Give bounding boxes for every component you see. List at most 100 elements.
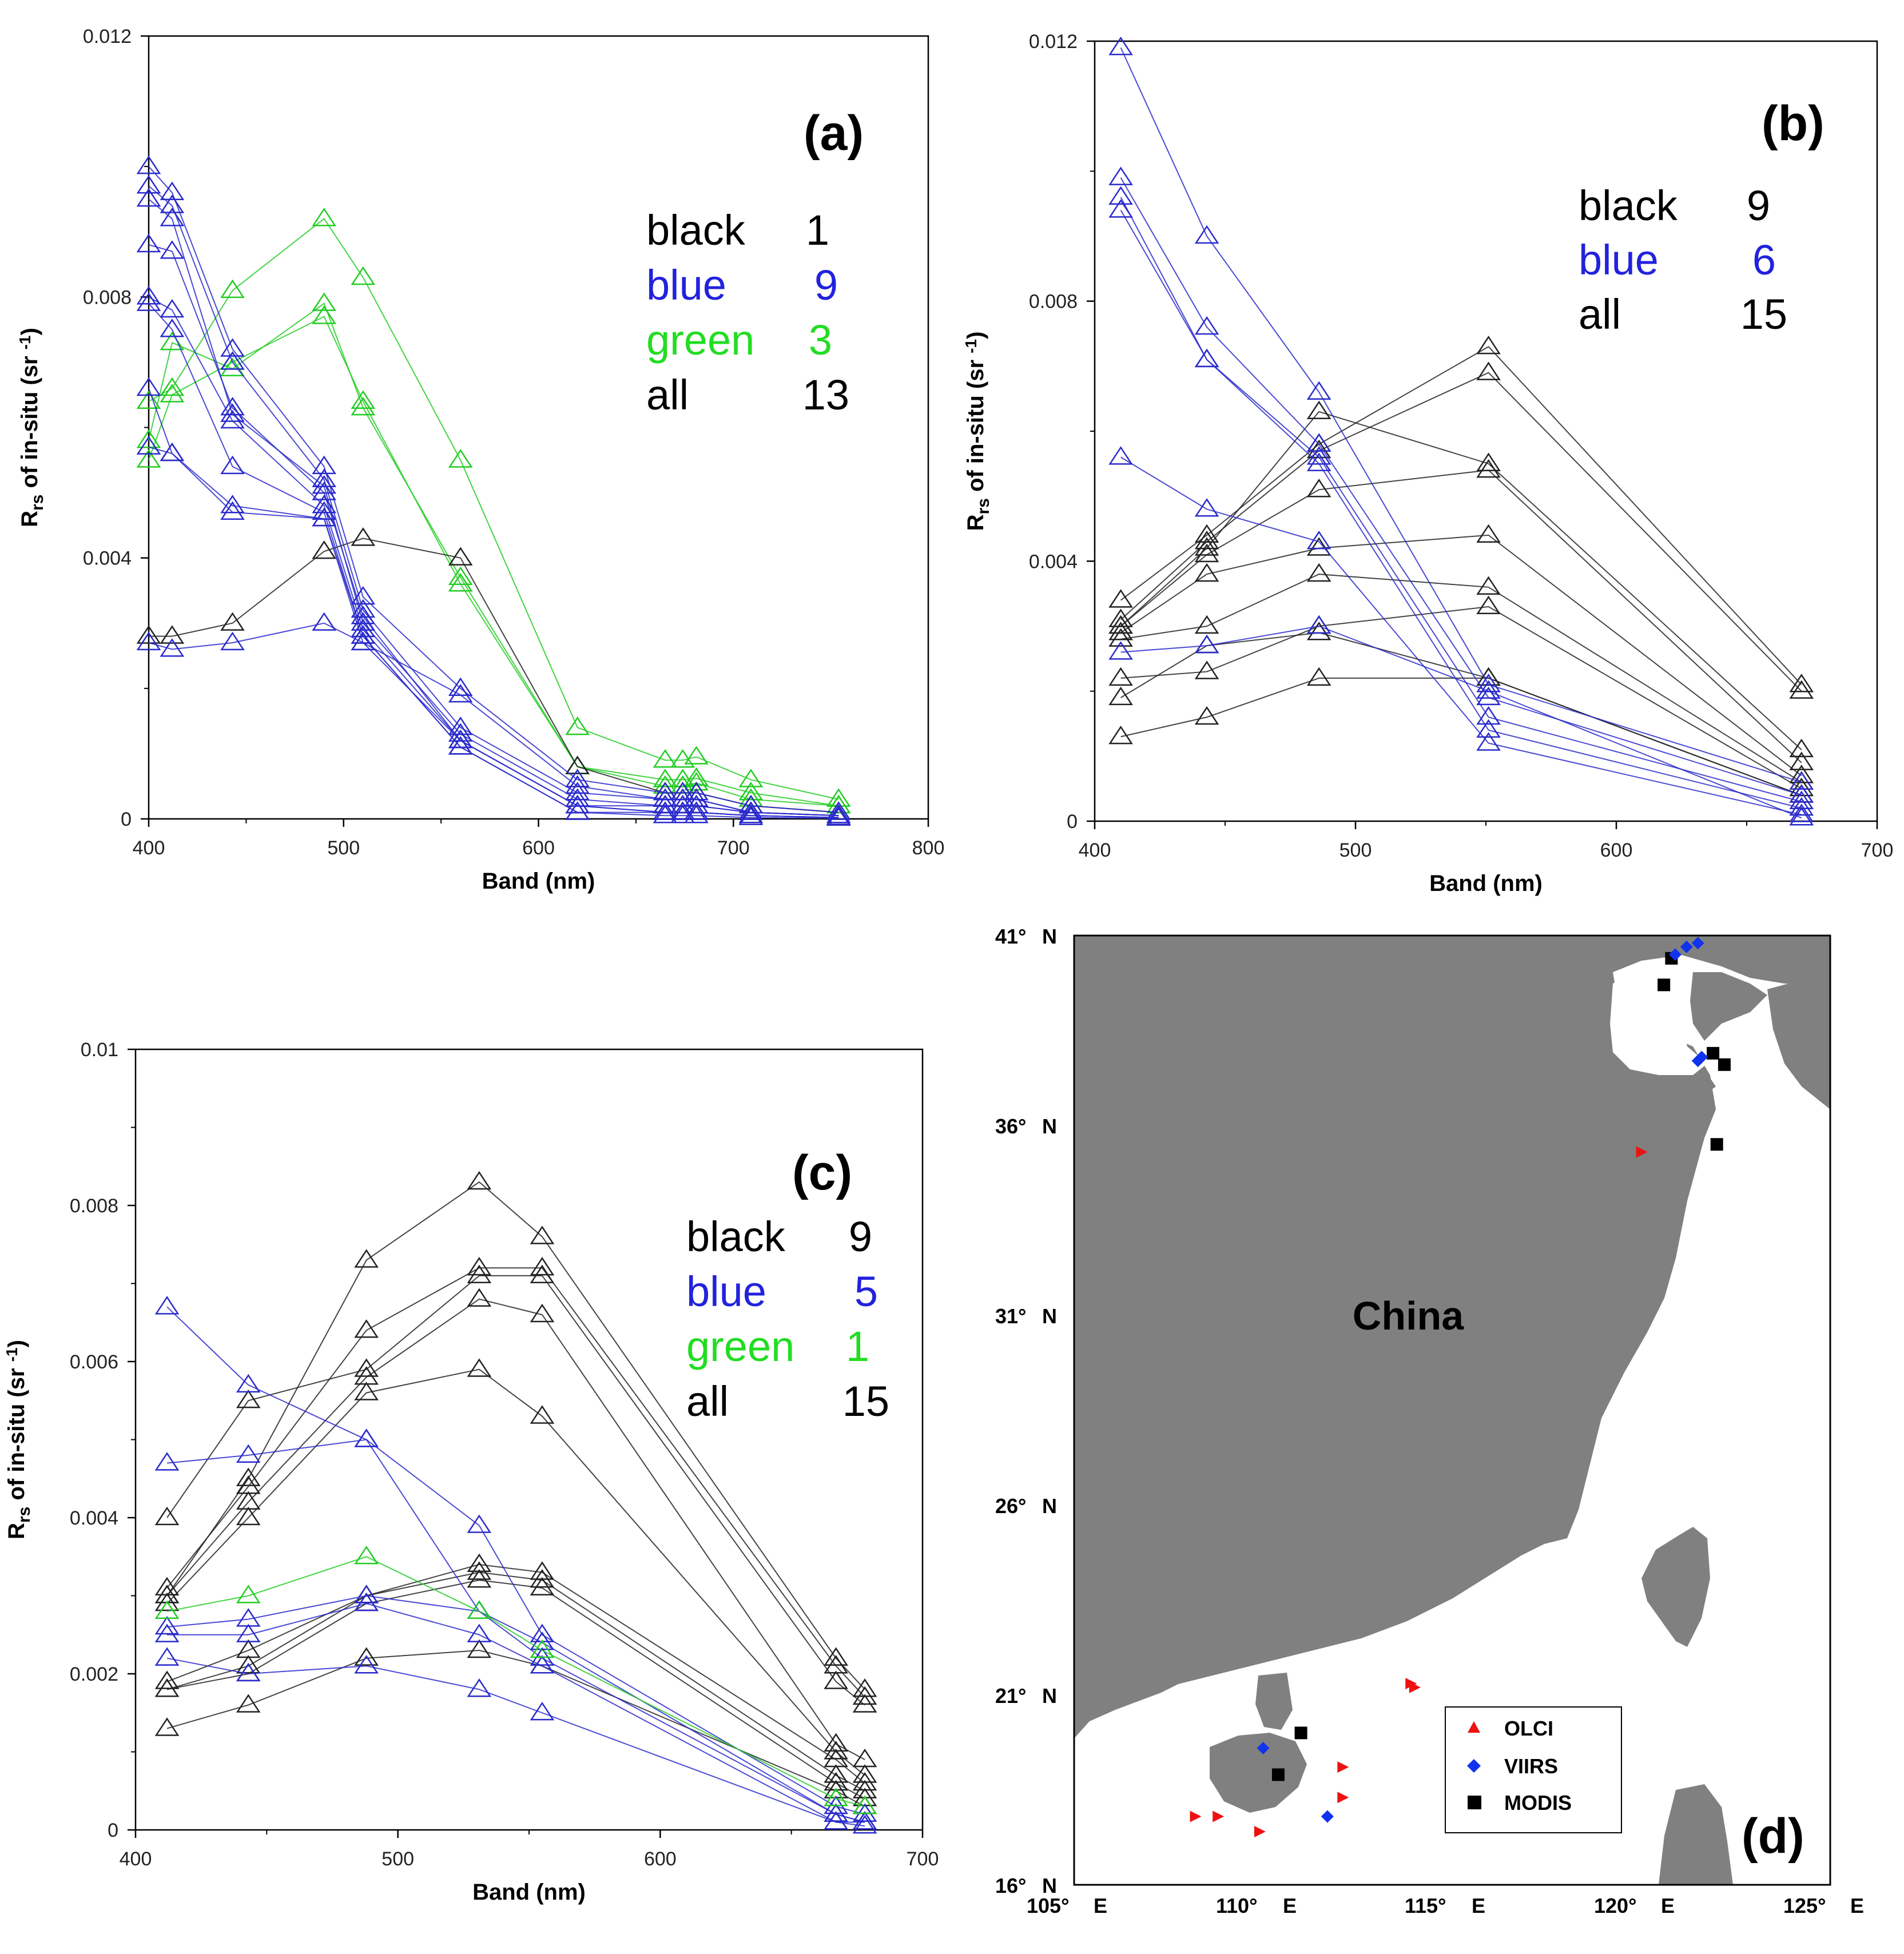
olci-point xyxy=(1337,1792,1349,1804)
olci-point xyxy=(1213,1810,1225,1822)
panel-b: 400 500 600 700 0 0.004 0.008 0.012 Band (nm) Rrs… xyxy=(962,31,1893,896)
data-point-b-10-1 xyxy=(1194,316,1219,335)
data-point-a-12-0 xyxy=(136,631,161,651)
data-point-b-8-1 xyxy=(1194,706,1219,725)
data-point-a-0-4 xyxy=(351,266,376,285)
data-point-a-12-11 xyxy=(826,805,851,823)
panel-c: 400 500 600 700 0 0.002 0.004 0.006 0.008 0.01 Ban… xyxy=(3,1039,939,1905)
data-point-c-2-2 xyxy=(354,1358,379,1377)
x-tick-label-b-700: 700 xyxy=(1861,839,1894,861)
data-point-c-4-4 xyxy=(530,1405,555,1424)
data-point-c-4-3 xyxy=(467,1358,492,1377)
data-point-a-11-10 xyxy=(738,805,764,823)
data-point-b-11-0 xyxy=(1108,186,1133,205)
panel-b-legend: black 9 blue 6 all 15 xyxy=(1579,182,1787,338)
y-axis-label-a: Rrs of in-situ (sr -1) xyxy=(16,328,47,527)
data-point-a-7-2 xyxy=(220,396,245,416)
panel-a-legend: black 1 blue 9 green 3 all 13 xyxy=(646,206,849,419)
data-point-b-8-0 xyxy=(1108,725,1133,745)
data-point-a-4-4 xyxy=(351,586,376,605)
modis-point xyxy=(1271,1768,1285,1781)
series-line-a-12 xyxy=(148,622,839,817)
series-line-c-8 xyxy=(166,1650,865,1807)
data-point-a-7-4 xyxy=(351,606,376,624)
data-point-c-11-5 xyxy=(824,1803,848,1822)
data-point-a-0-7 xyxy=(653,749,678,768)
data-point-c-13-6 xyxy=(852,1814,877,1834)
data-point-a-9-0 xyxy=(136,292,161,311)
lat-tick-41-n: N xyxy=(1042,925,1057,948)
data-point-b-4-2 xyxy=(1306,537,1331,556)
data-point-c-9-0 xyxy=(154,1296,180,1315)
data-point-c-0-4 xyxy=(530,1225,555,1244)
data-point-a-8-6 xyxy=(565,794,590,814)
data-point-b-1-0 xyxy=(1108,608,1133,627)
series-line-c-13 xyxy=(166,1657,865,1827)
series-line-b-4 xyxy=(1120,534,1802,777)
legend-a-green-label: green xyxy=(646,316,754,364)
data-point-c-14-1 xyxy=(236,1585,261,1603)
data-point-b-3-3 xyxy=(1476,459,1501,478)
series-line-c-10 xyxy=(166,1439,865,1823)
data-point-a-7-3 xyxy=(312,481,336,500)
data-point-b-4-0 xyxy=(1108,622,1133,640)
legend-a-all-count: 13 xyxy=(802,371,849,419)
data-point-c-5-0 xyxy=(154,1670,180,1689)
legend-b-black-label: black xyxy=(1579,182,1678,229)
data-point-a-0-10 xyxy=(738,769,764,787)
lat-tick-26: 26° xyxy=(995,1494,1026,1518)
data-point-c-2-4 xyxy=(530,1264,555,1283)
series-line-a-6 xyxy=(148,198,839,817)
y-tick-label-c-5: 0.01 xyxy=(81,1039,118,1061)
data-point-b-14-2 xyxy=(1306,615,1331,634)
data-point-c-10-1 xyxy=(236,1444,261,1463)
legend-b-all-label: all xyxy=(1579,290,1621,338)
legend-olci-marker-icon xyxy=(1468,1721,1480,1733)
data-point-a-3-3 xyxy=(312,540,336,559)
series-line-a-9 xyxy=(148,303,839,818)
data-point-b-6-4 xyxy=(1789,777,1814,797)
data-point-c-3-6 xyxy=(852,1748,877,1768)
series-line-c-0 xyxy=(166,1181,865,1690)
lon-tick-105: 105° xyxy=(1027,1894,1069,1917)
data-point-b-9-2 xyxy=(1306,381,1331,400)
x-tick-label-c-400: 400 xyxy=(120,1848,152,1870)
x-tick-label-a-400: 400 xyxy=(133,837,165,859)
data-point-b-14-3 xyxy=(1476,680,1501,699)
korea-peninsula xyxy=(1767,972,1830,1109)
data-point-b-12-3 xyxy=(1476,719,1501,738)
legend-viirs-label: VIIRS xyxy=(1504,1754,1558,1778)
legend-a-black-count: 1 xyxy=(806,206,829,254)
data-point-a-11-2 xyxy=(220,495,245,514)
lon-tick-115: 115° xyxy=(1405,1894,1446,1917)
legend-b-blue-label: blue xyxy=(1579,236,1659,284)
data-point-b-12-1 xyxy=(1194,348,1219,368)
data-point-a-8-1 xyxy=(160,299,185,318)
data-point-c-1-2 xyxy=(354,1319,379,1338)
data-point-b-10-2 xyxy=(1306,433,1331,452)
data-point-b-9-1 xyxy=(1194,225,1219,244)
legend-c-blue-label: blue xyxy=(686,1268,766,1315)
data-point-c-1-6 xyxy=(852,1686,877,1705)
x-tick-label-a-800: 800 xyxy=(912,837,945,859)
legend-a-black-label: black xyxy=(646,206,746,254)
olci-point xyxy=(1337,1761,1349,1773)
lat-tick-31-n: N xyxy=(1042,1304,1057,1328)
series-line-c-4 xyxy=(166,1368,865,1776)
series-line-b-11 xyxy=(1120,197,1802,802)
sea-south-china xyxy=(1074,955,1830,1885)
data-point-c-2-6 xyxy=(852,1694,877,1713)
y-tick-label-b-0: 0 xyxy=(1067,811,1078,833)
data-point-a-11-6 xyxy=(565,794,590,814)
x-tick-label-b-400: 400 xyxy=(1079,839,1111,861)
data-point-a-11-3 xyxy=(312,507,336,527)
china-label: China xyxy=(1353,1294,1465,1338)
y-tick-label-a-2: 0.008 xyxy=(83,286,132,308)
lon-tick-120-e: E xyxy=(1661,1894,1675,1917)
data-point-c-13-0 xyxy=(154,1647,180,1666)
legend-b-all-count: 15 xyxy=(1740,290,1787,338)
data-point-a-11-11 xyxy=(826,806,851,825)
modis-point xyxy=(1718,1058,1731,1071)
plot-a: 400 500 600 700 800 0 0.004 0.008 0.012 Band (nm)… xyxy=(16,26,944,894)
